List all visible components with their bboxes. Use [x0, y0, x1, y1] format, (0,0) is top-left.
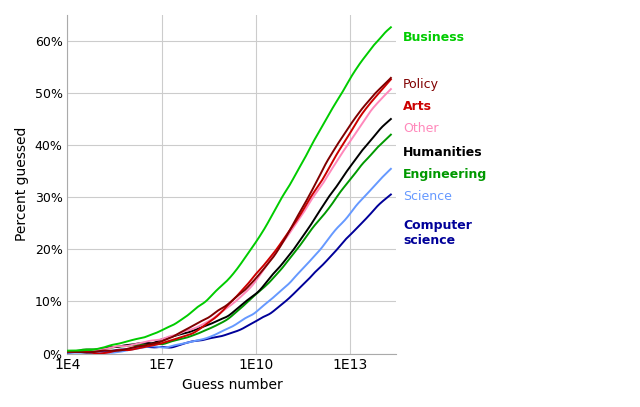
Y-axis label: Percent guessed: Percent guessed — [15, 127, 29, 241]
Text: Arts: Arts — [403, 100, 432, 113]
Text: Science: Science — [403, 190, 452, 203]
Text: Humanities: Humanities — [403, 146, 483, 159]
X-axis label: Guess number: Guess number — [182, 378, 282, 392]
Text: Engineering: Engineering — [403, 168, 487, 181]
Text: Policy: Policy — [403, 78, 439, 91]
Text: Business: Business — [403, 31, 465, 44]
Text: Other: Other — [403, 122, 438, 135]
Text: Computer
science: Computer science — [403, 219, 472, 247]
